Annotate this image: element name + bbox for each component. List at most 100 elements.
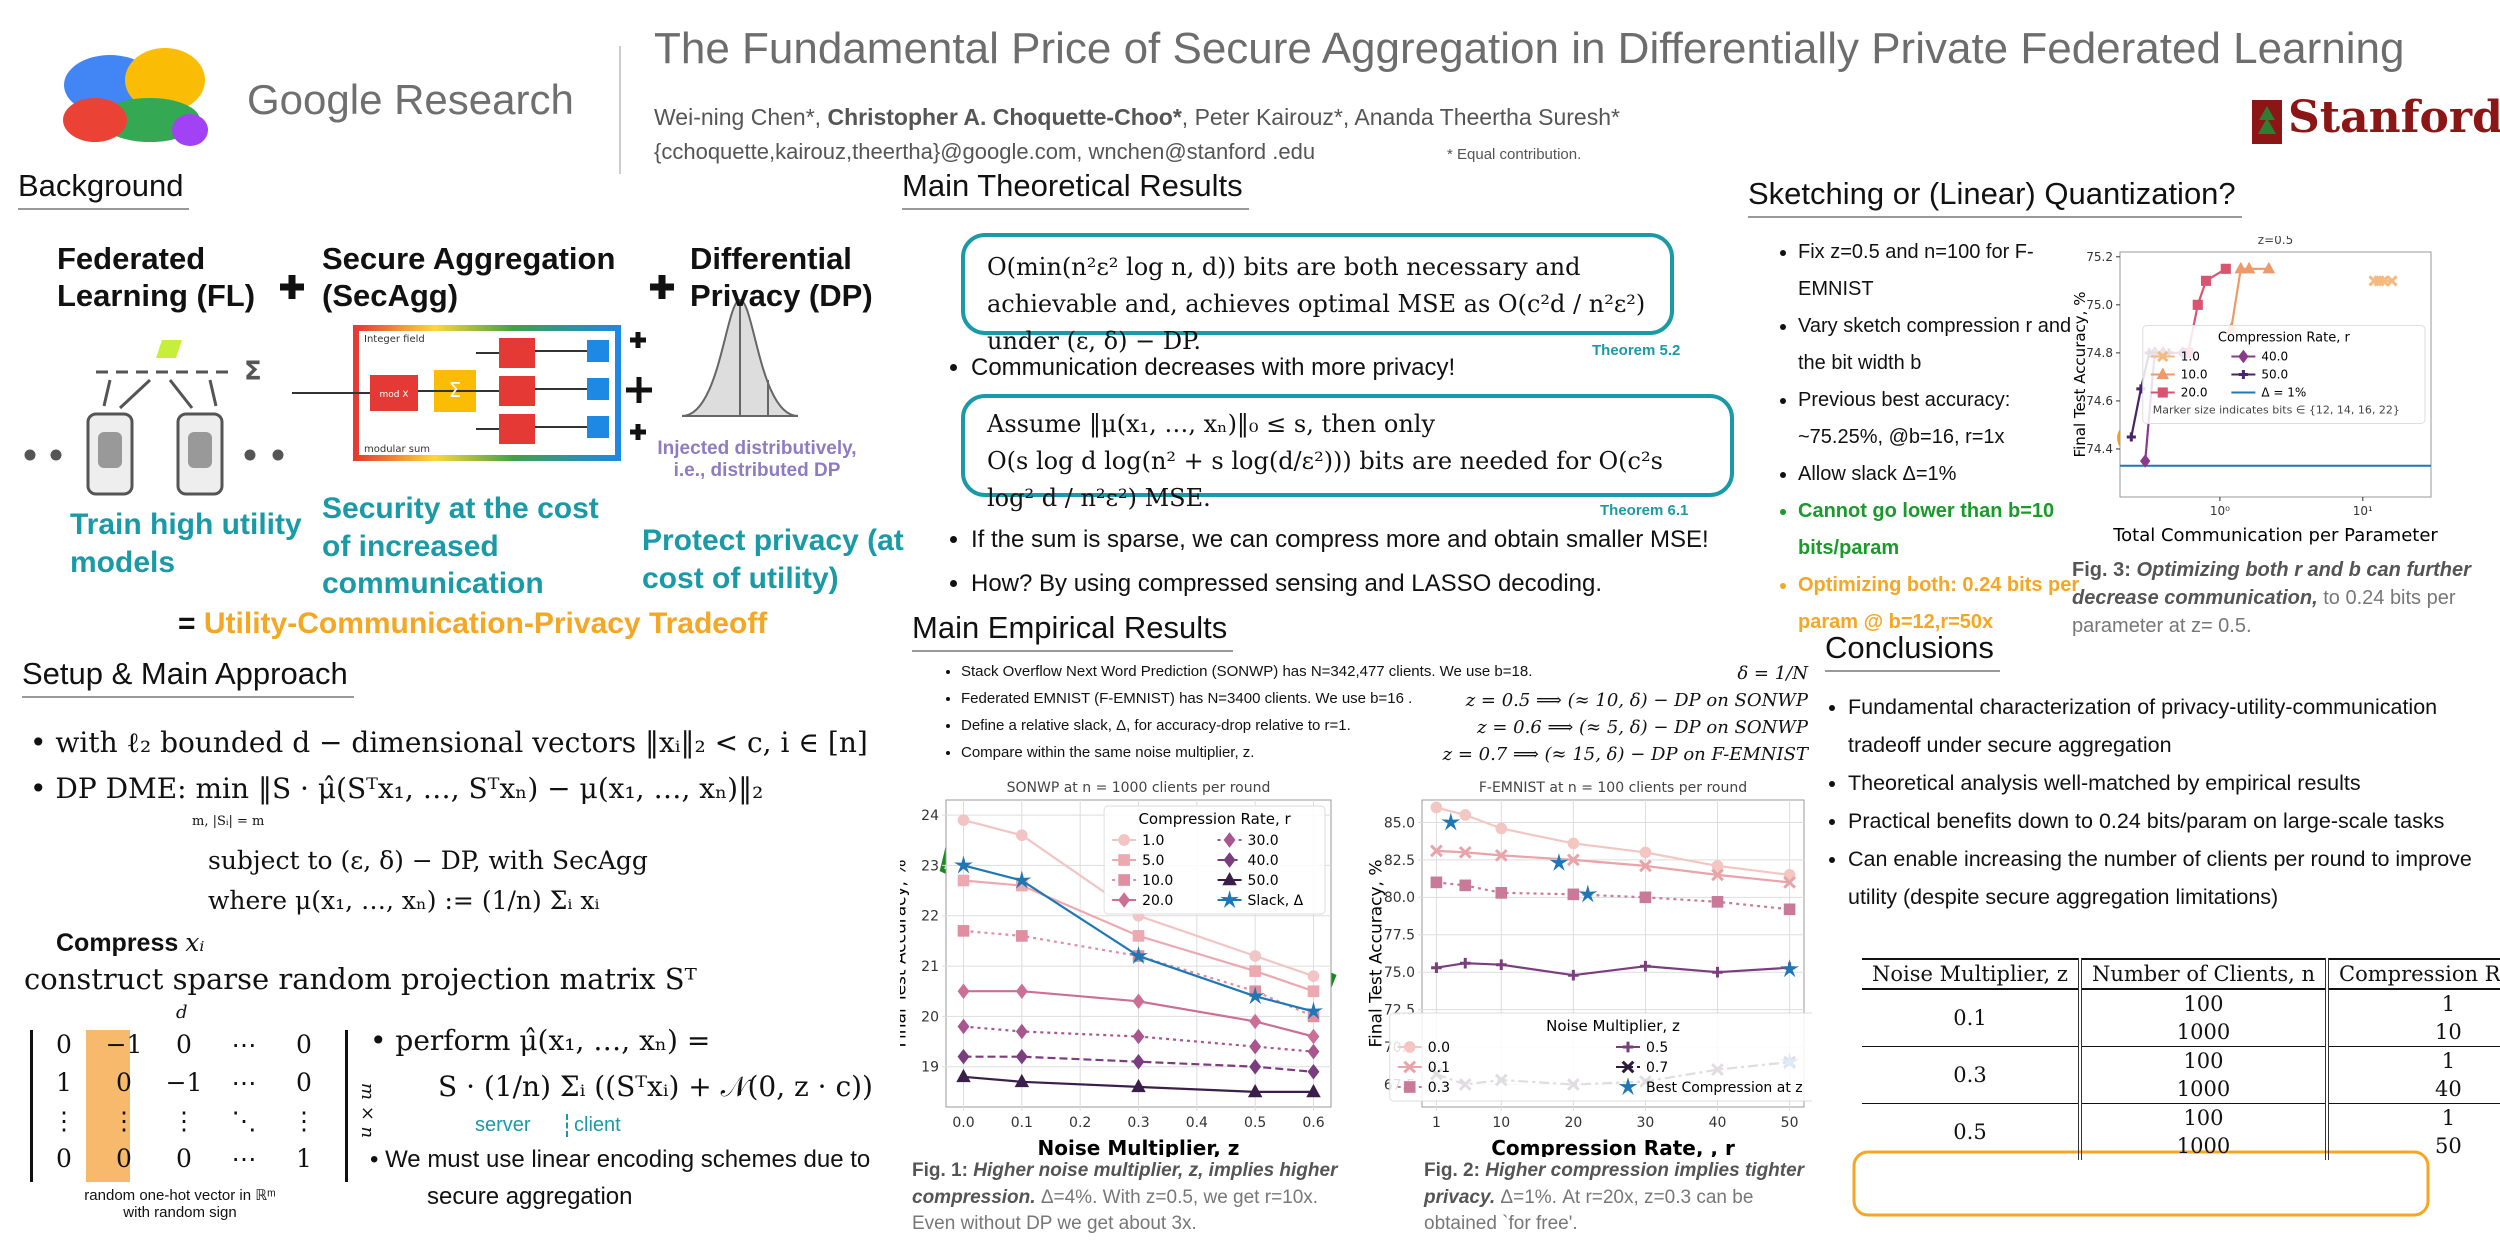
marker <box>1118 874 1130 886</box>
dp-note: Injected distributively, i.e., distribut… <box>657 438 857 481</box>
marker <box>1711 896 1724 908</box>
theorem-box: Assume ‖μ(x₁, …, xₙ)‖₀ ≤ s, then only O(s… <box>961 394 1734 512</box>
decoration <box>98 432 122 468</box>
cell: 1 <box>2325 1046 2500 1075</box>
y-tick-label: 85.0 <box>1384 815 1415 831</box>
marker <box>1639 859 1652 873</box>
marker <box>1459 879 1472 892</box>
y-tick-label: 82.5 <box>1384 853 1415 869</box>
chart: 1102030405067.570.072.575.077.580.082.58… <box>1367 780 1812 1157</box>
marker <box>1247 1083 1263 1098</box>
legend-label: 20.0 <box>2181 386 2208 400</box>
x-tick-label: 10¹ <box>2353 504 2373 518</box>
legend-label: 1.0 <box>1142 833 1164 849</box>
marker <box>1306 1083 1321 1098</box>
marker <box>1430 876 1443 889</box>
marker <box>1307 1043 1320 1060</box>
matrix-cell: ⋱ <box>231 1106 257 1135</box>
bullet: Fix z=0.5 and n=100 for F-EMNIST <box>1798 234 2088 308</box>
heading: Conclusions <box>1825 630 2000 672</box>
marker <box>1249 950 1261 962</box>
marker <box>2126 432 2136 442</box>
decoration <box>587 378 609 400</box>
marker <box>1131 1078 1146 1093</box>
marker <box>1430 844 1443 858</box>
matrix-row: 0 −1 0 ⋯ 0 <box>34 1030 334 1068</box>
marker <box>1783 869 1796 881</box>
marker <box>1249 1038 1262 1055</box>
secagg-label: Integer field <box>364 334 425 345</box>
author: Christopher A. Choquette-Choo* <box>827 104 1182 130</box>
marker <box>1307 970 1320 982</box>
caption-label: Fig. 3: <box>2072 559 2131 581</box>
equation: z = 0.6 ⟹ (≈ 5, δ) − DP on SONWP <box>1477 717 1808 738</box>
legend: Compression Rate, r 1.0 5.0 10.0 20.0 30.0 40.… <box>1103 805 1326 915</box>
row: 10004080.78 ± 0.29 <box>1862 1075 2500 1104</box>
x-tick-label: 0.1 <box>1011 1115 1033 1131</box>
x-tick-label: 1 <box>1432 1115 1441 1131</box>
heading: Main Empirical Results <box>912 610 1234 652</box>
matrix-cell: −1 <box>105 1030 143 1059</box>
marker <box>957 874 970 887</box>
cell: 1 <box>2325 1103 2500 1132</box>
matrix-cell: 0 <box>56 1030 72 1059</box>
y-tick-label: 19 <box>921 1060 939 1076</box>
emails: {cchoquette,kairouz,theertha}@google.com… <box>654 139 1316 164</box>
math: subject to (ε, δ) − DP, with SecAgg <box>208 846 648 875</box>
legend-label: 30.0 <box>1248 833 1279 849</box>
marker <box>2238 369 2248 380</box>
compress: Compress xᵢ <box>56 928 204 958</box>
marker <box>1012 870 1032 889</box>
marker <box>2386 275 2398 287</box>
caption: Fig. 3: Optimizing both r and b can furt… <box>2072 556 2472 640</box>
caption-emphasis: Higher compression implies tighter priva… <box>1424 1160 1805 1208</box>
equation: δ = 1/N <box>1737 663 1808 684</box>
secagg-diagram <box>280 275 674 461</box>
bullet: Communication decreases with more privac… <box>971 354 1455 382</box>
decoration <box>499 376 535 406</box>
marker <box>1640 960 1651 972</box>
text: • We must use linear encoding schemes du… <box>370 1146 871 1173</box>
marker <box>1015 1023 1028 1040</box>
author: , Peter Kairouz*, Ananda Theertha Suresh… <box>1181 104 1620 130</box>
marker <box>1403 1041 1416 1053</box>
marker <box>1223 852 1236 868</box>
marker <box>1015 1048 1028 1065</box>
marker <box>1711 860 1724 872</box>
legend-label: 20.0 <box>1142 893 1173 909</box>
matrix-row: ⋮ ⋮ ⋮ ⋱ ⋮ <box>34 1106 334 1144</box>
y-label: Final Test Accuracy, % <box>900 859 911 1047</box>
marker <box>957 925 970 937</box>
legend-label: 1.0 <box>2181 350 2200 364</box>
legend-label: 0.0 <box>1428 1040 1450 1056</box>
bullet: Compare within the same noise multiplier… <box>961 739 1532 766</box>
matrix-cell: 0 <box>116 1144 132 1173</box>
math: construct sparse random projection matri… <box>24 962 697 996</box>
legend: Compression Rate, r 1.0 10.0 20.0 40.0 50.0 Δ … <box>2142 325 2426 424</box>
math: m, |Sᵢ| = m <box>192 814 265 829</box>
cell: 100 <box>2077 1103 2328 1132</box>
equations: δ = 1/N z = 0.5 ⟹ (≈ 10, δ) − DP on SONWP… <box>1380 660 1808 768</box>
decoration <box>24 449 36 461</box>
legend-box <box>1103 805 1326 915</box>
matrix-cell: 0 <box>56 1144 72 1173</box>
marker <box>1711 868 1724 882</box>
matrix-cell: ⋯ <box>231 1068 257 1097</box>
bullet: How? By using compressed sensing and LAS… <box>971 562 1709 606</box>
row: 0.3100180.61 ± 0.46 <box>1862 1046 2500 1087</box>
bullets: Fix z=0.5 and n=100 for F-EMNISTVary ske… <box>1772 234 2088 641</box>
legend-label: 50.0 <box>1248 873 1279 889</box>
marker <box>1495 959 1507 971</box>
marker <box>1441 812 1461 831</box>
x-tick-label: 0.5 <box>1244 1115 1266 1131</box>
marker <box>1431 962 1442 974</box>
marker <box>1249 1013 1262 1030</box>
marker <box>1307 1064 1320 1080</box>
bullet: Cannot go lower than b=10 bits/param <box>1798 493 2088 567</box>
marker <box>957 1048 970 1065</box>
heading: Setup & Main Approach <box>22 656 354 698</box>
marker <box>1220 890 1239 909</box>
caption-body: Δ=4%. With z=0.5, we get r=10x. Even wit… <box>912 1186 1319 1235</box>
